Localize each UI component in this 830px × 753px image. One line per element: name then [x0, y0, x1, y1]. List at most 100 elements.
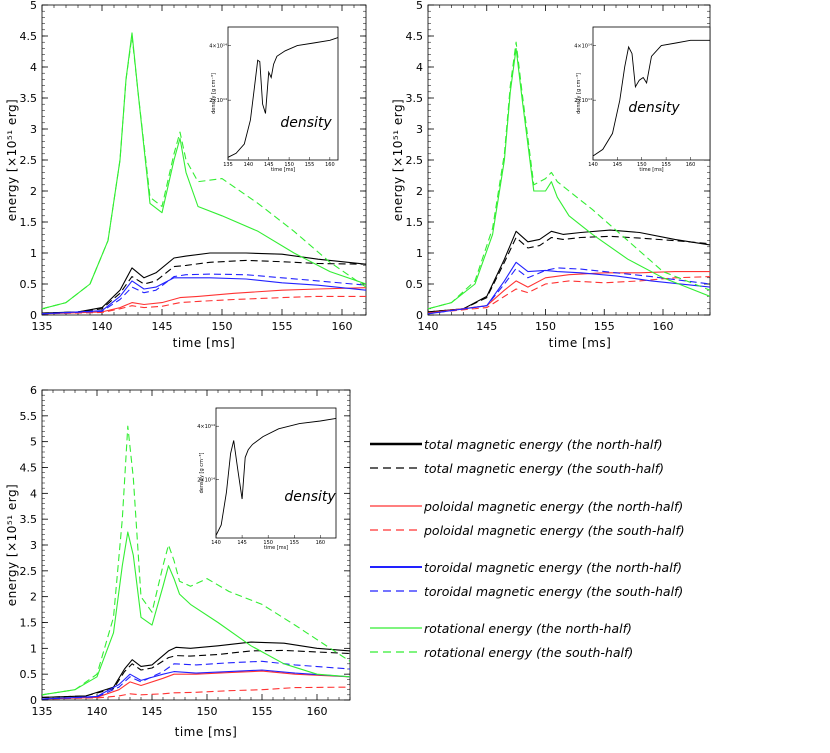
x-tick-label: 155: [252, 705, 273, 718]
panel-b-series: [428, 41, 710, 315]
inset-x-tick-label: 145: [264, 162, 274, 168]
y-tick-label: 4: [416, 61, 423, 74]
y-tick-label: 3.5: [406, 92, 424, 105]
y-tick-label: 0.5: [20, 668, 38, 681]
y-tick-label: 2.5: [20, 154, 38, 167]
panel-c-series: [42, 425, 350, 700]
x-tick-label: 145: [476, 320, 497, 333]
inset-xlabel: time [ms]: [271, 167, 295, 173]
inset-density-line: [215, 417, 337, 536]
legend-label: total magnetic energy (the north-half): [424, 437, 663, 452]
series-line-total-magnetic-energy-the-south-half: [42, 259, 366, 314]
series-line-rotational-energy-the-north-half: [428, 47, 710, 310]
y-tick-label: 2: [416, 185, 423, 198]
inset-density-line: [227, 37, 339, 158]
inset-x-tick-label: 145: [613, 162, 623, 168]
x-tick-label: 140: [87, 705, 108, 718]
inset-ylabel: density [g cm⁻³]: [211, 73, 217, 114]
y-tick-label: 3.5: [20, 513, 38, 526]
legend-item-total-south: total magnetic energy (the south-half): [370, 461, 664, 476]
legend-label: toroidal magnetic energy (the south-half…: [424, 584, 683, 599]
x-tick-label: 155: [272, 320, 293, 333]
series-line-total-magnetic-energy-the-north-half: [428, 229, 710, 313]
series-line-toroidal-magnetic-energy-the-north-half: [42, 669, 350, 700]
series-line-poloidal-magnetic-energy-the-north-half: [42, 670, 350, 700]
x-tick-label: 150: [212, 320, 233, 333]
legend-item-poloidal-north: poloidal magnetic energy (the north-half…: [370, 499, 683, 514]
legend-item-total-north: total magnetic energy (the north-half): [370, 437, 663, 452]
x-tick-label: 160: [653, 320, 674, 333]
y-tick-label: 6: [30, 384, 37, 397]
y-tick-label: 0: [416, 309, 423, 322]
legend-label: poloidal magnetic energy (the north-half…: [423, 499, 683, 514]
inset-x-tick-label: 135: [223, 162, 233, 168]
series-line-toroidal-magnetic-energy-the-north-half: [42, 277, 366, 315]
series-line-total-magnetic-energy-the-south-half: [42, 649, 350, 698]
inset-x-tick-label: 140: [244, 162, 254, 168]
y-tick-label: 5: [30, 0, 37, 12]
inset-y-tick-label: 4×10¹⁴: [197, 424, 215, 430]
y-tick-label: 5: [416, 0, 423, 12]
inset-frame: [592, 26, 711, 161]
y-tick-label: 0.5: [20, 278, 38, 291]
y-tick-label: 2: [30, 591, 37, 604]
x-tick-label: 145: [142, 705, 163, 718]
x-tick-label: 155: [594, 320, 615, 333]
y-tick-label: 4.5: [20, 462, 38, 475]
x-tick-label: 160: [307, 705, 328, 718]
series-line-rotational-energy-the-south-half: [428, 41, 710, 310]
legend-item-toroidal-north: toroidal magnetic energy (the north-half…: [370, 560, 682, 575]
panel-a: 135 140 145 150 155 16000.511.522.533.544.55 …: [5, 0, 367, 350]
inset-xlabel: time [ms]: [639, 167, 663, 173]
legend-item-poloidal-south: poloidal magnetic energy (the south-half…: [370, 523, 685, 538]
y-tick-label: 3: [416, 123, 423, 136]
panel-c-ylabel: energy [×10⁵¹ erg]: [5, 484, 19, 606]
inset-x-tick-label: 155: [305, 162, 315, 168]
legend-label: total magnetic energy (the south-half): [424, 461, 664, 476]
inset-y-tick-label: 2×10¹⁴: [209, 98, 227, 104]
panel-a-density-label: density: [280, 115, 332, 131]
x-tick-label: 160: [332, 320, 353, 333]
inset-x-tick-label: 140: [588, 162, 598, 168]
panel-b-inset: density 140 145 150 155 160 2×10¹⁴ 4×10¹⁴ time […: [574, 26, 711, 173]
series-line-poloidal-magnetic-energy-the-north-half: [428, 271, 710, 314]
y-tick-label: 1: [30, 642, 37, 655]
series-line-total-magnetic-energy-the-south-half: [428, 235, 710, 313]
y-tick-label: 1: [30, 247, 37, 260]
panel-a-xlabel: time [ms]: [173, 336, 236, 350]
inset-frame: [215, 407, 337, 539]
panel-c-axes: 135 140 145 150 155 160 0 0.5 1 1.5 2 2.5 3 3.5 4 4.5 5 5…: [20, 384, 351, 718]
panel-c: 135 140 145 150 155 160 0 0.5 1 1.5 2 2.5 3 3.5 4 4.5 5 5…: [5, 384, 351, 739]
x-tick-label: 140: [92, 320, 113, 333]
legend-label: rotational energy (the south-half): [424, 645, 633, 660]
inset-y-tick-label: 2×10¹⁴: [574, 98, 592, 104]
legend-label: poloidal magnetic energy (the south-half…: [423, 523, 685, 538]
series-line-toroidal-magnetic-energy-the-south-half: [428, 267, 710, 315]
inset-y-tick-label: 2×10¹⁴: [197, 478, 215, 484]
inset-y-tick-label: 4×10¹⁴: [209, 44, 227, 50]
series-line-rotational-energy-the-north-half: [42, 531, 350, 696]
legend-item-rotational-north: rotational energy (the north-half): [370, 621, 632, 636]
series-line-poloidal-magnetic-energy-the-south-half: [428, 276, 710, 314]
series-line-toroidal-magnetic-energy-the-north-half: [428, 261, 710, 315]
x-tick-label: 145: [152, 320, 173, 333]
panel-c-density-label: density: [284, 489, 336, 505]
y-tick-label: 3: [30, 539, 37, 552]
y-tick-label: 1.5: [406, 216, 424, 229]
panel-b-ylabel: energy [×10⁵¹ erg]: [391, 99, 405, 221]
panel-b-xlabel: time [ms]: [549, 336, 612, 350]
series-line-toroidal-magnetic-energy-the-south-half: [42, 660, 350, 700]
inset-x-tick-label: 150: [263, 540, 273, 546]
inset-xlabel: time [ms]: [264, 545, 288, 551]
inset-x-tick-label: 155: [661, 162, 671, 168]
y-tick-label: 3.5: [20, 92, 38, 105]
inset-x-tick-label: 140: [211, 540, 221, 546]
inset-x-tick-label: 155: [289, 540, 299, 546]
inset-x-tick-label: 160: [316, 540, 326, 546]
panel-c-inset: density 140 145 150 155 160 2×10¹⁴ 4×10¹⁴ time […: [197, 407, 337, 551]
y-tick-label: 4: [30, 61, 37, 74]
inset-x-tick-label: 150: [284, 162, 294, 168]
inset-y-tick-label: 4×10¹⁴: [574, 44, 592, 50]
y-tick-label: 2.5: [20, 565, 38, 578]
legend: total magnetic energy (the north-half) t…: [370, 437, 685, 660]
